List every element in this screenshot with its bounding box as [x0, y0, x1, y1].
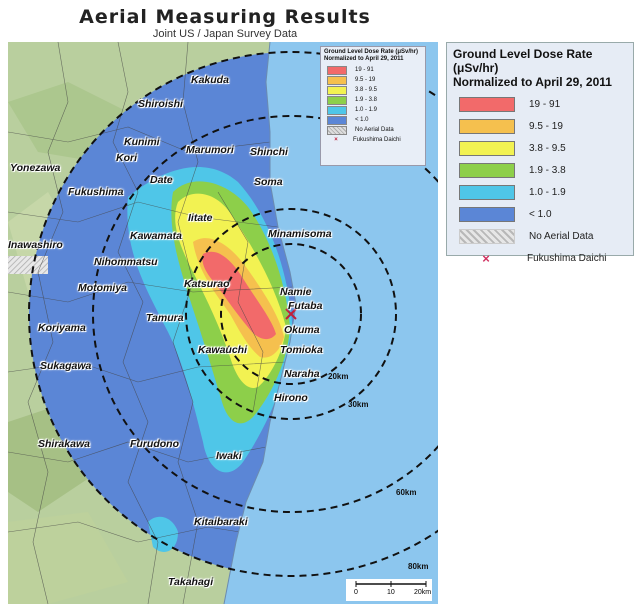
city-label: Soma [254, 176, 283, 188]
city-label: Furudono [130, 438, 179, 450]
mini-legend-item: < 1.0 [321, 115, 425, 125]
scale-tick-0: 0 [354, 589, 358, 596]
legend-swatch [459, 118, 515, 134]
scale-tick-10: 10 [387, 589, 395, 596]
city-label: Iitate [188, 212, 213, 224]
legend-swatch [459, 162, 515, 178]
mini-legend-title-1: Ground Level Dose Rate (μSv/hr) [324, 49, 419, 55]
city-label: Katsurao [184, 278, 230, 290]
scale-bar: 0 10 20km [346, 579, 432, 601]
legend-swatch [459, 184, 515, 200]
city-label: Koriyama [38, 322, 86, 334]
legend-swatch [459, 206, 515, 222]
page-subtitle: Joint US / Japan Survey Data [152, 28, 298, 40]
city-label: Kitaibaraki [194, 516, 248, 528]
coastline [223, 42, 297, 604]
ring-label-30km: 30km [348, 400, 369, 409]
legend-item-no-data: No Aerial Data [447, 225, 633, 247]
legend-subtitle: Normalized to April 29, 2011 [453, 75, 612, 89]
mini-legend-item: 1.9 - 3.8 [321, 95, 425, 105]
city-label: Date [150, 174, 173, 186]
x-mark-icon: × [482, 250, 490, 266]
ring-label-20km: 20km [328, 372, 349, 381]
legend-item-1.9-3.8: 1.9 - 3.8 [447, 159, 633, 181]
city-label: Takahagi [168, 576, 214, 588]
city-label: Inawashiro [8, 239, 63, 251]
dose-rate-legend: Ground Level Dose Rate (μSv/hr) Normalize… [446, 42, 634, 266]
legend-item-1.0-1.9: 1.0 - 1.9 [447, 181, 633, 203]
ring-label-60km: 60km [396, 488, 417, 497]
city-label: Hirono [274, 392, 308, 404]
city-label: Nihommatsu [94, 256, 158, 268]
scale-tick-20: 20km [414, 589, 432, 596]
page-title: Aerial Measuring Results [79, 6, 371, 28]
legend-swatch [459, 140, 515, 156]
map-inset-legend: Ground Level Dose Rate (μSv/hr) Normalize… [320, 46, 426, 166]
hatch-swatch [459, 228, 515, 244]
city-label: Shiroishi [138, 98, 183, 110]
city-label: Futaba [288, 300, 323, 312]
mini-legend-title-2: Normalized to April 29, 2011 [324, 56, 404, 62]
city-label: Kunimi [124, 136, 160, 148]
city-label: Kawamata [130, 230, 182, 242]
city-label: Minamisoma [268, 228, 332, 240]
legend-item-lt-1.0: < 1.0 [447, 203, 633, 225]
distance-rings [28, 51, 438, 577]
legend-item-3.8-9.5: 3.8 - 9.5 [447, 137, 633, 159]
dose-rate-map[interactable]: 20km 30km 60km 80km Shiroishi Kakuda Kun… [8, 42, 438, 604]
legend-item-plant: × Fukushima Daichi [447, 247, 633, 269]
city-label: Tomioka [280, 344, 323, 356]
boundaries [8, 42, 294, 604]
city-label: Naraha [284, 368, 320, 380]
fukushima-daiichi-marker [285, 308, 297, 320]
city-label: Shirakawa [38, 438, 90, 450]
mini-legend-item: × Fukushima Daichi [334, 136, 401, 144]
legend-title: Ground Level Dose Rate (μSv/hr) [453, 47, 593, 75]
mini-legend-item: 3.8 - 9.5 [321, 85, 425, 95]
city-label: Kawauchi [198, 344, 248, 356]
city-label: Kori [116, 152, 137, 164]
city-label: Shinchi [250, 146, 288, 158]
ring-label-80km: 80km [408, 562, 429, 571]
mini-legend-item: No Aerial Data [321, 125, 425, 135]
city-label: Fukushima [68, 186, 124, 198]
mini-legend-item: 9.5 - 19 [321, 75, 425, 85]
city-label: Motomiya [78, 282, 128, 294]
map-canvas [8, 42, 438, 604]
city-label: Sukagawa [40, 360, 92, 372]
city-label: Okuma [284, 324, 320, 336]
ring-20km [220, 243, 362, 385]
city-label: Kakuda [191, 74, 229, 86]
city-label: Namie [280, 286, 312, 298]
city-label: Tamura [146, 312, 184, 324]
legend-item-9.5-19: 9.5 - 19 [447, 115, 633, 137]
mini-legend-item: 1.0 - 1.9 [321, 105, 425, 115]
city-label: Marumori [186, 144, 234, 156]
ring-30km [185, 208, 397, 420]
legend-swatch [459, 96, 515, 112]
city-label: Yonezawa [10, 162, 61, 174]
ring-80km [28, 51, 438, 577]
mini-legend-item: 19 - 91 [321, 65, 425, 75]
city-label: Iwaki [216, 450, 242, 462]
legend-item-19-91: 19 - 91 [447, 93, 633, 115]
